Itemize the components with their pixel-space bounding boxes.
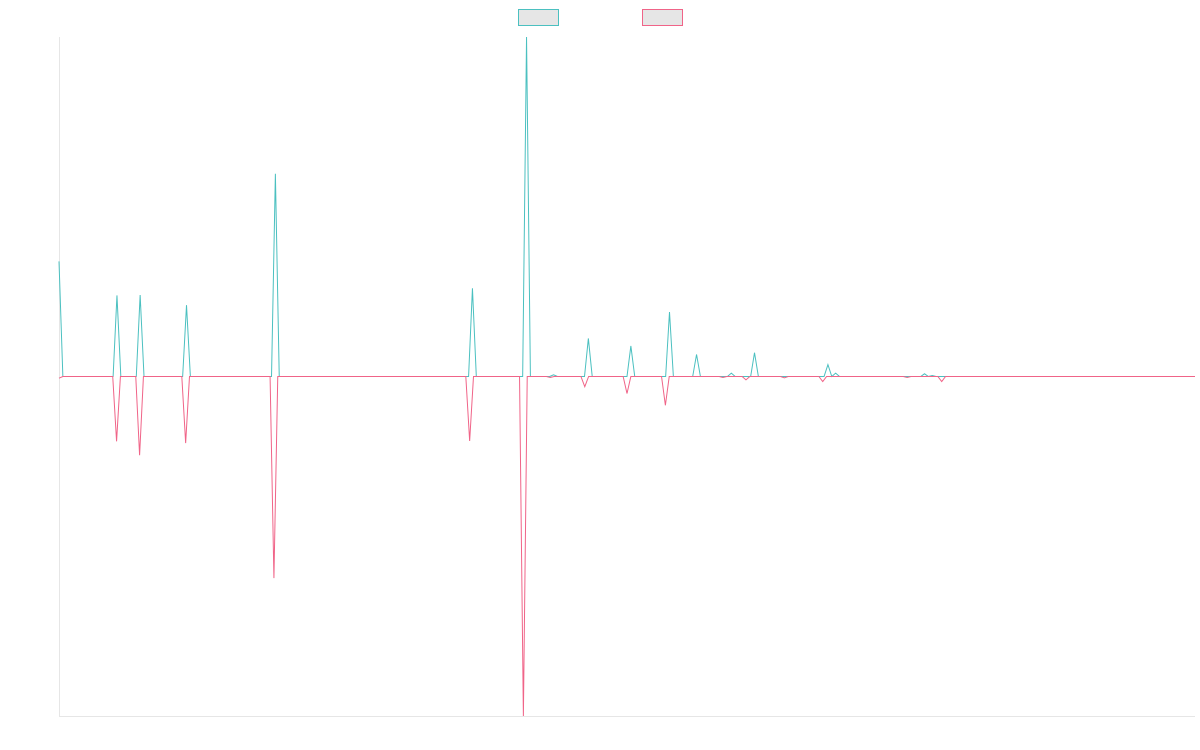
series-line-1 (58, 36, 1195, 378)
legend-swatch-2 (642, 9, 683, 26)
legend (518, 9, 683, 26)
axes (59, 37, 1195, 717)
series-line-2 (58, 376, 1195, 717)
legend-swatch-1 (518, 9, 559, 26)
series-layer (58, 36, 1195, 717)
